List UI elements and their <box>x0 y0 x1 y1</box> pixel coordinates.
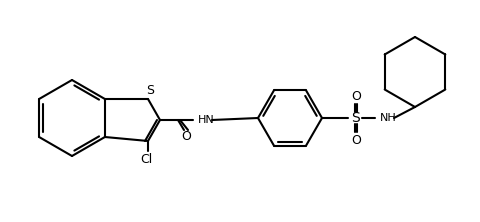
Text: HN: HN <box>198 115 215 125</box>
Text: S: S <box>146 83 154 97</box>
Text: O: O <box>351 133 361 147</box>
Text: O: O <box>351 89 361 103</box>
Text: O: O <box>181 129 191 143</box>
Text: NH: NH <box>380 113 397 123</box>
Text: Cl: Cl <box>140 153 152 165</box>
Text: S: S <box>350 111 360 125</box>
